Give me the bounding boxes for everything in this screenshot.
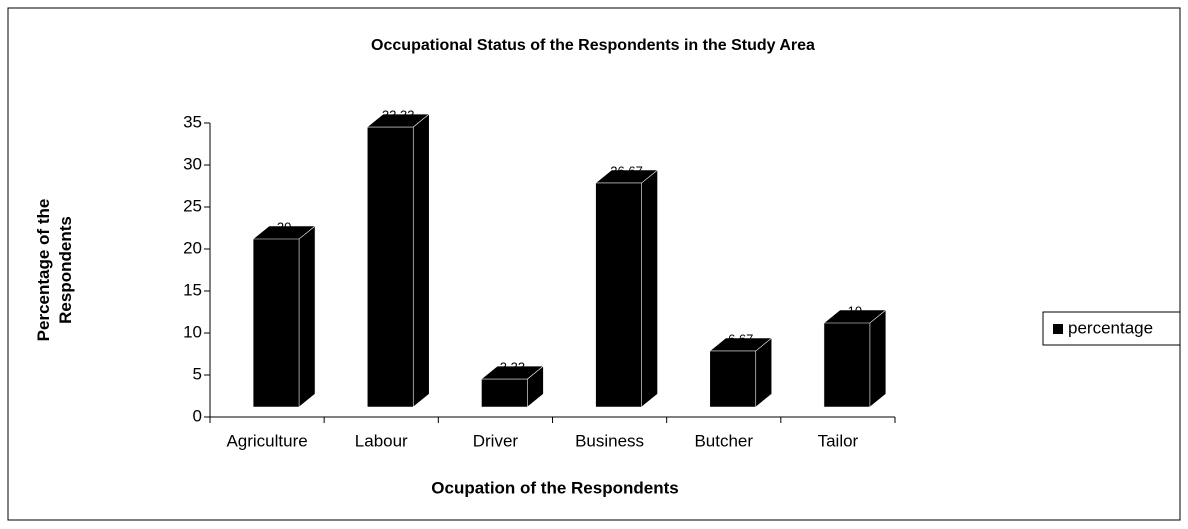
y-tick-label: 30	[183, 154, 202, 173]
x-tick-label: Driver	[473, 431, 519, 450]
x-tick-label: Tailor	[818, 431, 859, 450]
y-tick-label: 25	[183, 196, 202, 215]
chart-border	[7, 7, 1181, 521]
bar-edge	[367, 113, 430, 407]
x-axis-label: Ocupation of the Respondents	[431, 478, 678, 497]
bar	[366, 113, 430, 408]
bar	[252, 225, 316, 408]
bar	[595, 169, 658, 408]
legend-swatch	[1053, 324, 1063, 334]
data-label: 26.67	[610, 163, 643, 178]
bar-edge	[709, 337, 772, 407]
data-label: 10	[848, 303, 862, 318]
bar	[709, 337, 773, 408]
y-tick-label: 15	[183, 280, 202, 299]
y-tick-label: 5	[193, 364, 202, 383]
bar-edge	[253, 225, 316, 407]
y-axis-label: Percentage of the Respondents	[34, 198, 75, 342]
y-tick-label: 10	[183, 322, 202, 341]
bar-edge	[595, 169, 658, 407]
y-tick-label: 20	[183, 238, 202, 257]
data-label: 6.67	[728, 331, 753, 346]
legend-box	[1042, 311, 1181, 346]
x-tick-label: Labour	[355, 431, 408, 450]
legend-label: percentage	[1068, 318, 1153, 337]
x-tick-label: Butcher	[694, 431, 753, 450]
data-label: 3.33	[500, 359, 525, 374]
x-tick-label: Business	[575, 431, 644, 450]
x-tick-label: Agriculture	[226, 431, 307, 450]
bar-edge	[481, 365, 544, 407]
data-label: 20	[277, 219, 291, 234]
bar-edge	[823, 309, 887, 407]
data-label: 33.33	[382, 107, 415, 122]
chart-title: Occupational Status of the Respondents i…	[371, 37, 815, 54]
y-tick-label: 35	[183, 112, 202, 131]
y-tick-label: 0	[193, 406, 202, 425]
bar	[823, 309, 887, 408]
